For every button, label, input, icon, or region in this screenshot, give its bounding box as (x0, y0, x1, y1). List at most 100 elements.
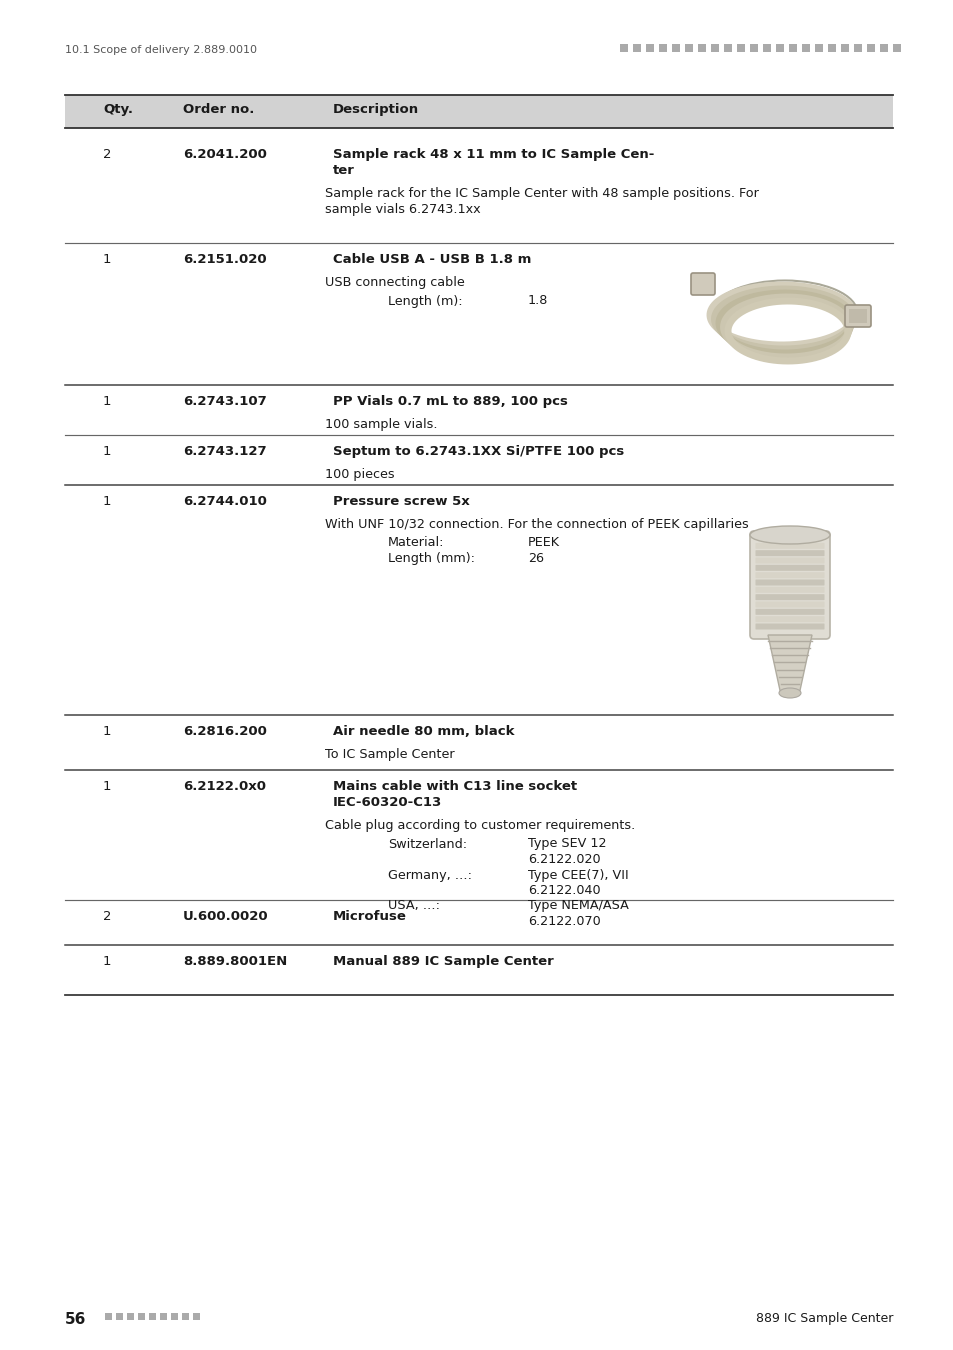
FancyBboxPatch shape (755, 572, 823, 578)
Text: PP Vials 0.7 mL to 889, 100 pcs: PP Vials 0.7 mL to 889, 100 pcs (333, 396, 567, 408)
FancyBboxPatch shape (755, 624, 823, 629)
Bar (723, 45, 731, 53)
Bar (879, 45, 887, 53)
Text: With UNF 10/32 connection. For the connection of PEEK capillaries: With UNF 10/32 connection. For the conne… (325, 518, 748, 531)
Bar (762, 45, 770, 53)
Bar (171, 1314, 178, 1320)
Text: 1: 1 (103, 446, 112, 458)
Text: Septum to 6.2743.1XX Si/PTFE 100 pcs: Septum to 6.2743.1XX Si/PTFE 100 pcs (333, 446, 623, 458)
Text: Cable USB A - USB B 1.8 m: Cable USB A - USB B 1.8 m (333, 252, 531, 266)
Text: Manual 889 IC Sample Center: Manual 889 IC Sample Center (333, 954, 553, 968)
Bar (684, 45, 692, 53)
Text: Switzerland:: Switzerland: (388, 837, 467, 850)
Text: 2: 2 (103, 148, 112, 161)
Bar (619, 45, 627, 53)
Text: PEEK: PEEK (527, 536, 559, 549)
Text: 2: 2 (103, 910, 112, 923)
Text: Length (m):: Length (m): (388, 294, 462, 308)
Bar (127, 1314, 133, 1320)
Text: Description: Description (333, 103, 418, 116)
Bar (645, 45, 654, 53)
FancyBboxPatch shape (690, 273, 714, 296)
Text: ter: ter (333, 163, 355, 177)
Text: U.600.0020: U.600.0020 (183, 910, 269, 923)
Bar (193, 1314, 200, 1320)
Text: Microfuse: Microfuse (333, 910, 406, 923)
Text: 100 pieces: 100 pieces (325, 468, 395, 481)
Text: 1: 1 (103, 495, 112, 508)
Bar (182, 1314, 189, 1320)
Text: 6.2041.200: 6.2041.200 (183, 148, 267, 161)
Text: Sample rack for the IC Sample Center with 48 sample positions. For: Sample rack for the IC Sample Center wit… (325, 188, 758, 200)
Text: 1: 1 (103, 396, 112, 408)
Text: 6.2743.127: 6.2743.127 (183, 446, 266, 458)
Text: Type CEE(7), VII: Type CEE(7), VII (527, 868, 628, 882)
FancyBboxPatch shape (755, 543, 823, 549)
Ellipse shape (749, 526, 829, 544)
Bar (633, 45, 640, 53)
Text: 56: 56 (65, 1312, 87, 1327)
FancyBboxPatch shape (755, 564, 823, 571)
Bar (853, 45, 862, 53)
Text: USA, …:: USA, …: (388, 899, 439, 913)
Bar (105, 1314, 112, 1320)
FancyBboxPatch shape (755, 609, 823, 614)
Text: 10.1 Scope of delivery 2.889.0010: 10.1 Scope of delivery 2.889.0010 (65, 45, 256, 55)
Ellipse shape (779, 688, 801, 698)
Text: 6.2122.040: 6.2122.040 (527, 884, 600, 896)
FancyBboxPatch shape (755, 594, 823, 601)
Text: 6.2743.107: 6.2743.107 (183, 396, 267, 408)
Bar (866, 45, 874, 53)
Bar (814, 45, 822, 53)
Text: Sample rack 48 x 11 mm to IC Sample Cen-: Sample rack 48 x 11 mm to IC Sample Cen- (333, 148, 654, 161)
FancyBboxPatch shape (749, 531, 829, 639)
Text: 6.2151.020: 6.2151.020 (183, 252, 266, 266)
Text: Length (mm):: Length (mm): (388, 552, 475, 566)
FancyBboxPatch shape (755, 616, 823, 622)
Text: 1: 1 (103, 725, 112, 738)
Text: 6.2744.010: 6.2744.010 (183, 495, 267, 508)
Text: USB connecting cable: USB connecting cable (325, 275, 464, 289)
Polygon shape (767, 634, 811, 695)
Bar (698, 45, 705, 53)
Bar (737, 45, 744, 53)
Text: Air needle 80 mm, black: Air needle 80 mm, black (333, 725, 514, 738)
Text: Type NEMA/ASA: Type NEMA/ASA (527, 899, 628, 913)
Bar (116, 1314, 123, 1320)
Text: 26: 26 (527, 552, 543, 566)
Bar (827, 45, 835, 53)
Text: 6.2122.070: 6.2122.070 (527, 915, 600, 927)
Text: 1: 1 (103, 780, 112, 792)
Bar (892, 45, 900, 53)
Bar (749, 45, 758, 53)
FancyBboxPatch shape (755, 602, 823, 608)
FancyBboxPatch shape (755, 558, 823, 563)
FancyBboxPatch shape (755, 551, 823, 556)
Bar (160, 1314, 167, 1320)
Bar (659, 45, 666, 53)
Bar (671, 45, 679, 53)
Text: Qty.: Qty. (103, 103, 132, 116)
FancyBboxPatch shape (844, 305, 870, 327)
Bar (65, 95, 892, 128)
Text: Germany, …:: Germany, …: (388, 868, 472, 882)
Text: 889 IC Sample Center: 889 IC Sample Center (755, 1312, 892, 1324)
Bar (710, 45, 719, 53)
Bar (788, 45, 796, 53)
Bar (138, 1314, 145, 1320)
Text: Order no.: Order no. (183, 103, 254, 116)
Text: 6.2816.200: 6.2816.200 (183, 725, 267, 738)
Text: 8.889.8001EN: 8.889.8001EN (183, 954, 287, 968)
Text: To IC Sample Center: To IC Sample Center (325, 748, 455, 761)
Text: Pressure screw 5x: Pressure screw 5x (333, 495, 469, 508)
Text: Cable plug according to customer requirements.: Cable plug according to customer require… (325, 819, 635, 832)
FancyBboxPatch shape (755, 579, 823, 586)
Bar (149, 1314, 156, 1320)
Bar (848, 309, 866, 323)
FancyBboxPatch shape (755, 587, 823, 593)
Text: 1: 1 (103, 252, 112, 266)
Text: sample vials 6.2743.1xx: sample vials 6.2743.1xx (325, 202, 480, 216)
Text: 6.2122.020: 6.2122.020 (527, 853, 600, 865)
Text: 1.8: 1.8 (527, 294, 548, 308)
Text: IEC-60320-C13: IEC-60320-C13 (333, 796, 442, 809)
